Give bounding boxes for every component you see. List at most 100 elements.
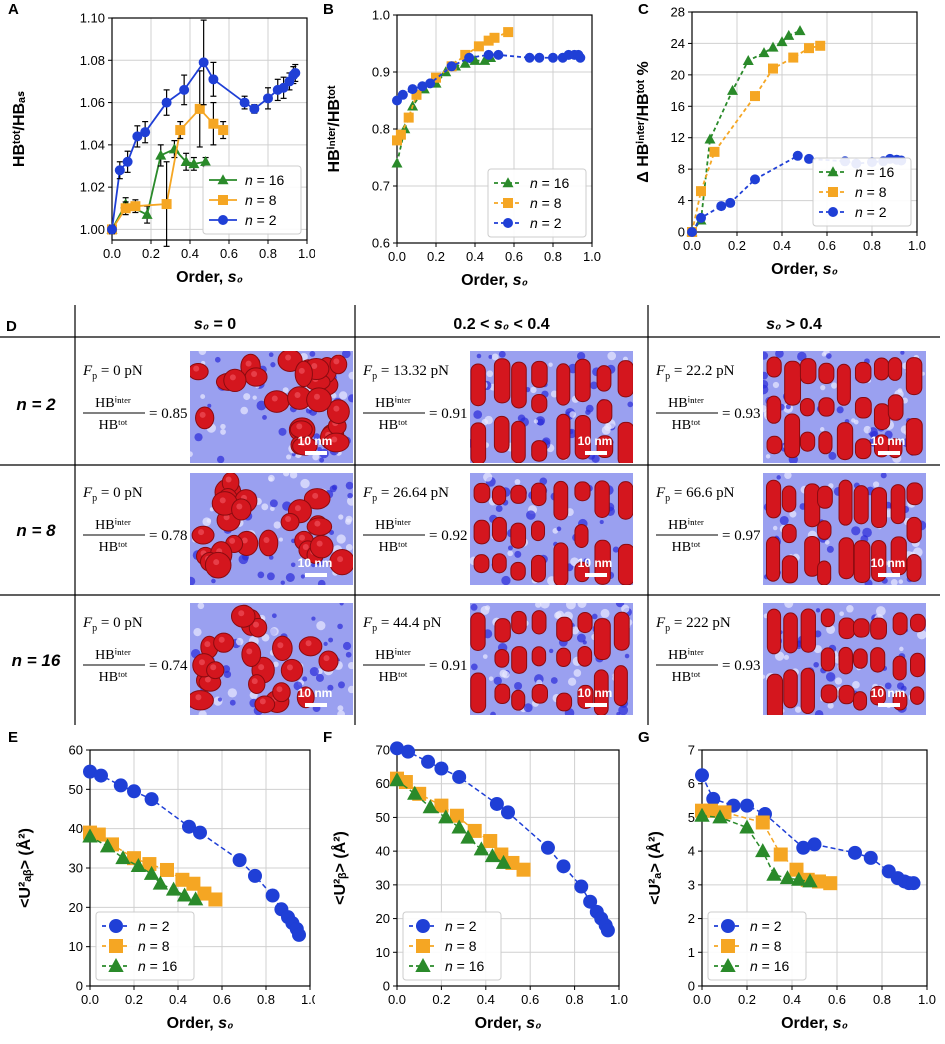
data-point <box>864 851 878 865</box>
data-point <box>392 157 403 167</box>
legend-entry: n = 8 <box>855 184 887 200</box>
legend: n = 16 n = 8 n = 2 <box>813 158 911 226</box>
x-tick-label: 0.4 <box>477 992 495 1007</box>
data-point <box>240 98 250 108</box>
data-point <box>804 43 814 53</box>
scale-bar-label: 10 nm <box>871 556 906 570</box>
data-point <box>601 923 615 937</box>
legend-marker <box>218 195 228 205</box>
legend-entry: n = 16 <box>138 958 178 974</box>
data-point <box>759 47 770 57</box>
y-tick-label: 0.9 <box>372 65 390 80</box>
legend-marker <box>503 218 513 228</box>
hb-ratio-value: = 0.78 <box>149 528 187 544</box>
data-point <box>774 848 788 862</box>
legend-marker <box>109 939 123 953</box>
legend-entry: n = 8 <box>530 195 562 211</box>
data-point <box>756 815 770 829</box>
simulation-snapshot: 10 nm <box>759 349 926 464</box>
legend-entry: n = 16 <box>245 172 285 188</box>
x-tick-label: 0.8 <box>544 249 562 264</box>
data-point <box>162 98 172 108</box>
x-tick-label: 1.0 <box>610 992 628 1007</box>
data-point <box>793 151 803 161</box>
y-tick-label: 0 <box>688 979 695 994</box>
data-point <box>750 174 760 184</box>
data-point <box>696 213 706 223</box>
scale-bar-label: 10 nm <box>298 556 333 570</box>
simulation-snapshot: 10 nm <box>187 347 356 463</box>
x-tick-label: 0.6 <box>505 249 523 264</box>
panel-e: E0.00.20.40.60.81.00102030405060Order, s… <box>0 728 315 1044</box>
data-point <box>490 33 500 43</box>
x-tick-label: 0.8 <box>863 238 881 253</box>
table-cell: Fp = 0 pNHBⁱⁿᵗᵉʳHBᵗᵒᵗ= 0.7410 nm <box>82 601 355 718</box>
data-point <box>548 53 558 63</box>
data-point <box>200 156 211 166</box>
pulling-force-label: Fp = 44.4 pN <box>362 615 442 634</box>
legend: n = 16 n = 8 n = 2 <box>203 166 301 234</box>
y-axis-label: HBᵗᵒᵗ/HBₐₛ <box>11 91 28 167</box>
data-point <box>195 104 205 114</box>
data-point <box>450 809 464 823</box>
pulling-force-label: Fp = 222 pN <box>655 615 731 634</box>
data-point <box>739 819 754 833</box>
panel-letter: B <box>323 1 334 18</box>
y-tick-label: 1.08 <box>80 53 105 68</box>
legend-marker <box>109 919 123 933</box>
data-point <box>725 198 735 208</box>
x-tick-label: 0.2 <box>427 249 445 264</box>
hb-ratio-numerator: HBⁱⁿᵗᵉʳ <box>95 648 131 663</box>
row-header: n = 16 <box>12 651 61 670</box>
table-cell: Fp = 0 pNHBⁱⁿᵗᵉʳHBᵗᵒᵗ= 0.7810 nm <box>82 470 356 587</box>
data-point <box>788 53 798 63</box>
data-point <box>766 867 781 881</box>
legend-entry: n = 2 <box>855 204 887 220</box>
data-point <box>208 74 218 84</box>
scale-bar-label: 10 nm <box>298 686 333 700</box>
y-axis-label: <U²ₐᵦ> (Å²) <box>15 828 34 908</box>
simulation-snapshot: 10 nm <box>470 599 633 718</box>
x-tick-label: 0.0 <box>103 246 121 261</box>
hb-ratio-numerator: HBⁱⁿᵗᵉʳ <box>668 518 704 533</box>
hb-ratio-numerator: HBⁱⁿᵗᵉʳ <box>375 396 411 411</box>
data-point <box>575 53 585 63</box>
legend-entry: n = 8 <box>750 938 782 954</box>
data-point <box>121 203 131 213</box>
hb-ratio-denominator: HBᵗᵒᵗ <box>672 418 701 433</box>
data-point <box>755 843 770 857</box>
panel-letter: G <box>638 729 650 746</box>
data-point <box>404 113 414 123</box>
y-tick-label: 40 <box>376 844 390 859</box>
data-point <box>452 770 466 784</box>
hb-ratio-value: = 0.97 <box>722 528 761 544</box>
legend-marker <box>416 919 430 933</box>
hb-ratio-denominator: HBᵗᵒᵗ <box>672 670 701 685</box>
legend: n = 2 n = 8 n = 16 <box>403 912 501 980</box>
legend-entry: n = 2 <box>750 918 782 934</box>
hb-ratio-value: = 0.93 <box>722 406 760 422</box>
data-point <box>493 50 503 60</box>
hb-ratio-denominator: HBᵗᵒᵗ <box>99 540 128 555</box>
x-tick-label: 0.2 <box>738 992 756 1007</box>
y-tick-label: 1.0 <box>372 8 390 23</box>
scale-bar-label: 10 nm <box>578 686 613 700</box>
y-tick-label: 4 <box>688 844 695 859</box>
data-point <box>145 792 159 806</box>
simulation-snapshot: 10 nm <box>469 472 634 586</box>
data-point <box>248 869 262 883</box>
legend: n = 2 n = 8 n = 16 <box>96 912 194 980</box>
x-tick-label: 0.0 <box>693 992 711 1007</box>
data-point <box>114 778 128 792</box>
x-tick-label: 0.8 <box>257 992 275 1007</box>
scale-bar <box>585 451 607 455</box>
legend-entry: n = 16 <box>530 175 570 191</box>
data-point <box>199 57 209 67</box>
y-tick-label: 0 <box>383 979 390 994</box>
y-tick-label: 70 <box>376 743 390 758</box>
y-tick-label: 20 <box>376 911 390 926</box>
y-tick-label: 3 <box>688 877 695 892</box>
table-cell: Fp = 26.64 pNHBⁱⁿᵗᵉʳHBᵗᵒᵗ= 0.9210 nm <box>362 472 634 586</box>
data-point <box>483 834 497 848</box>
series-n16 <box>392 52 497 167</box>
